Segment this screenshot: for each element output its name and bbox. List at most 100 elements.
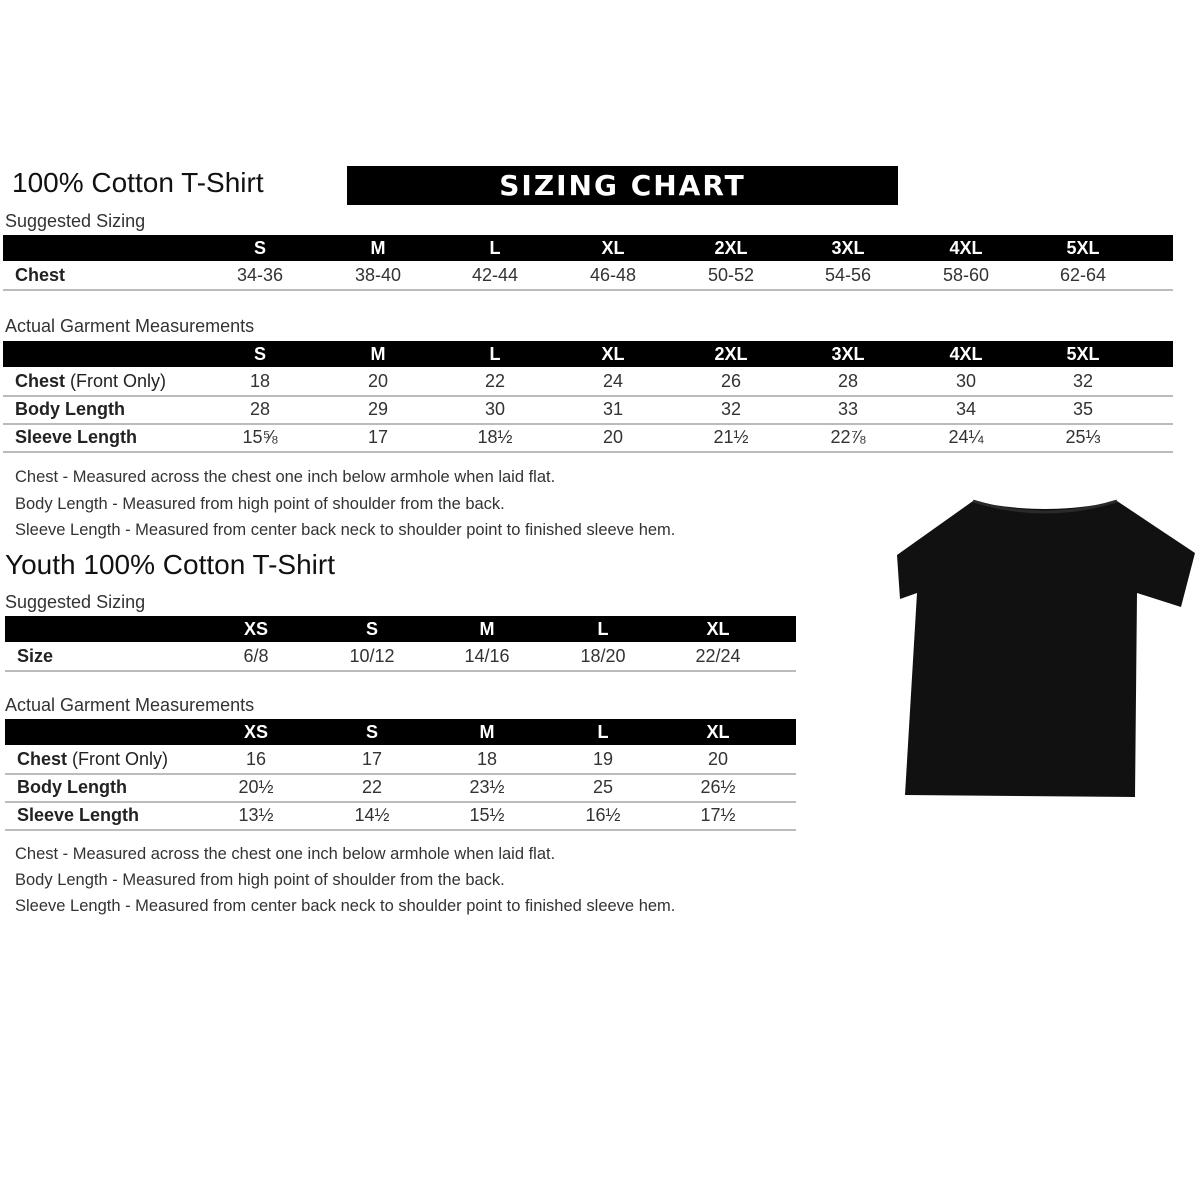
table-cell: 25⅓ (1065, 427, 1101, 447)
row-label: Sleeve Length (17, 805, 140, 825)
youth-note-chest: Chest - Measured across the chest one in… (15, 845, 556, 863)
size-header-xl: XL (601, 238, 625, 258)
table-row: Sleeve Length 13½ 14½ 15½ 16½ 17½ (5, 801, 796, 831)
size-header-2xl: 2XL (714, 344, 748, 364)
size-header-3xl: 3XL (831, 344, 865, 364)
size-header-xl: XL (706, 619, 730, 639)
youth-note-sleeve: Sleeve Length - Measured from center bac… (15, 897, 676, 915)
table-cell: 16½ (585, 805, 621, 825)
table-cell: 38-40 (354, 265, 402, 285)
table-cell: 34-36 (236, 265, 284, 285)
size-header-bar: XS S M L XL (5, 616, 796, 642)
table-cell: 31 (602, 399, 624, 419)
youth-suggested-label: Suggested Sizing (5, 592, 146, 612)
row-label: Body Length (15, 399, 125, 419)
size-header-4xl: 4XL (949, 238, 983, 258)
table-row: Chest (Front Only) 18 20 22 24 26 28 30 32 (3, 367, 1173, 397)
table-cell: 17 (361, 749, 383, 769)
table-cell: 18/20 (580, 646, 626, 666)
table-cell: 17 (367, 427, 389, 447)
table-cell: 42-44 (471, 265, 519, 285)
table-cell: 62-64 (1059, 265, 1107, 285)
row-label-note: (Front Only) (67, 749, 169, 769)
size-header-s: S (365, 619, 378, 639)
table-cell: 22/24 (695, 646, 741, 666)
table-cell: 30 (955, 371, 977, 391)
size-header-m: M (370, 344, 386, 364)
row-label: Sleeve Length (15, 427, 138, 447)
table-cell: 6/8 (243, 646, 269, 666)
size-header-m: M (479, 722, 495, 742)
size-header-xl: XL (706, 722, 730, 742)
row-label-note: (Front Only) (65, 371, 167, 391)
table-cell: 25 (592, 777, 614, 797)
size-header-4xl: 4XL (949, 344, 983, 364)
table-row: Body Length 20½ 22 23½ 25 26½ (5, 773, 796, 803)
table-cell: 14½ (354, 805, 390, 825)
table-cell: 24 (602, 371, 624, 391)
table-cell: 22 (484, 371, 506, 391)
table-cell: 26½ (700, 777, 736, 797)
table-cell: 19 (592, 749, 614, 769)
table-cell: 29 (367, 399, 389, 419)
size-header-s: S (365, 722, 378, 742)
youth-note-body: Body Length - Measured from high point o… (15, 871, 505, 889)
table-cell: 46-48 (589, 265, 637, 285)
table-cell: 23½ (469, 777, 505, 797)
adult-note-sleeve: Sleeve Length - Measured from center bac… (15, 521, 676, 539)
table-cell: 18 (249, 371, 271, 391)
table-cell: 22⅞ (830, 427, 866, 447)
table-cell: 54-56 (824, 265, 872, 285)
row-label: Chest (Front Only) (17, 749, 169, 769)
size-header-bar: S M L XL 2XL 3XL 4XL 5XL (3, 235, 1173, 261)
size-header-5xl: 5XL (1066, 238, 1100, 258)
table-cell: 20 (602, 427, 624, 447)
t-shirt-icon (897, 501, 1195, 797)
size-header-l: L (489, 344, 501, 364)
sizing-chart-banner: SIZING CHART (347, 166, 898, 205)
size-header-m: M (370, 238, 386, 258)
table-cell: 13½ (238, 805, 274, 825)
size-header-bar: XS S M L XL (5, 719, 796, 745)
t-shirt-image (897, 499, 1195, 797)
table-cell: 28 (249, 399, 271, 419)
table-cell: 15⅝ (242, 427, 278, 447)
adult-title: 100% Cotton T-Shirt (12, 167, 264, 198)
table-cell: 18 (476, 749, 498, 769)
adult-note-body: Body Length - Measured from high point o… (15, 495, 505, 513)
size-header-m: M (479, 619, 495, 639)
table-cell: 32 (720, 399, 742, 419)
table-cell: 17½ (700, 805, 736, 825)
row-label: Chest (Front Only) (15, 371, 167, 391)
table-cell: 33 (837, 399, 859, 419)
size-header-2xl: 2XL (714, 238, 748, 258)
size-header-3xl: 3XL (831, 238, 865, 258)
size-header-l: L (489, 238, 501, 258)
adult-note-chest: Chest - Measured across the chest one in… (15, 468, 556, 486)
table-cell: 32 (1072, 371, 1094, 391)
table-row: Body Length 28 29 30 31 32 33 34 35 (3, 395, 1173, 425)
table-cell: 15½ (469, 805, 505, 825)
table-cell: 14/16 (464, 646, 510, 666)
table-cell: 20½ (238, 777, 274, 797)
size-header-xl: XL (601, 344, 625, 364)
size-header-xs: XS (243, 722, 268, 742)
row-label: Body Length (17, 777, 127, 797)
size-header-5xl: 5XL (1066, 344, 1100, 364)
table-cell: 10/12 (349, 646, 395, 666)
table-cell: 21½ (713, 427, 749, 447)
size-header-l: L (597, 619, 609, 639)
table-cell: 16 (245, 749, 267, 769)
table-cell: 24¼ (948, 427, 984, 447)
table-row: Chest 34-36 38-40 42-44 46-48 50-52 54-56 58-60… (3, 261, 1173, 291)
table-cell: 30 (484, 399, 506, 419)
table-cell: 20 (367, 371, 389, 391)
table-row: Sleeve Length 15⅝ 17 18½ 20 21½ 22⅞ 24¼ 25⅓ (3, 423, 1173, 453)
youth-title: Youth 100% Cotton T-Shirt (5, 549, 335, 580)
adult-actual-label: Actual Garment Measurements (5, 316, 255, 336)
size-header-bar: S M L XL 2XL 3XL 4XL 5XL (3, 341, 1173, 367)
adult-suggested-label: Suggested Sizing (5, 211, 146, 231)
size-header-l: L (597, 722, 609, 742)
table-cell: 50-52 (707, 265, 755, 285)
size-header-s: S (253, 344, 266, 364)
